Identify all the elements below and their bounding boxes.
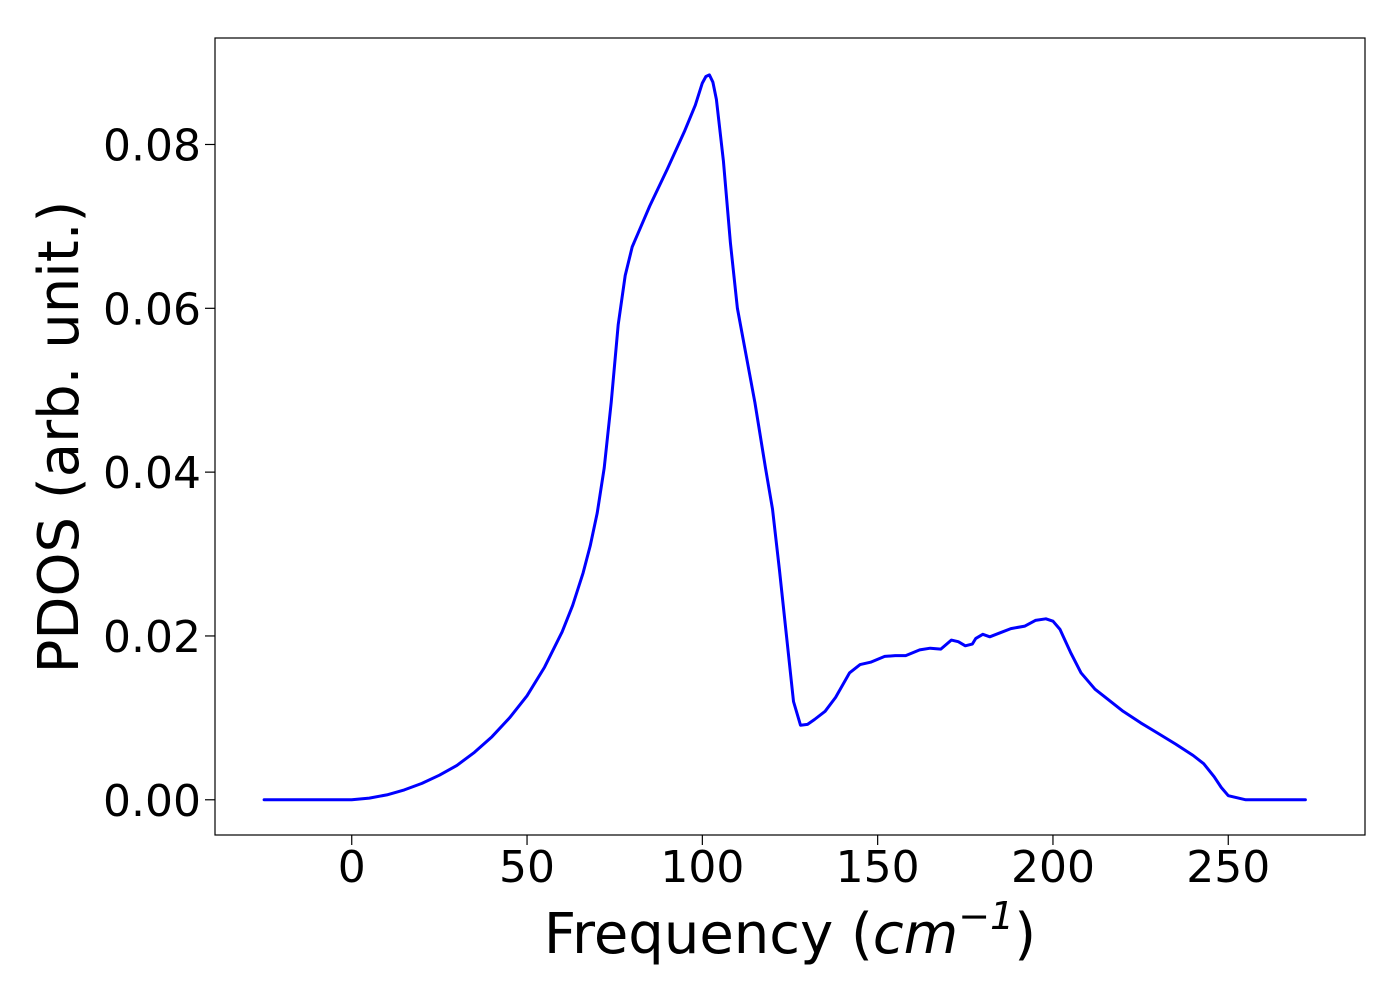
- y-axis-ticks: 0.00 0.02 0.04 0.06 0.08: [103, 120, 215, 827]
- pdos-series-line: [262, 73, 1307, 802]
- x-tick-label: 150: [836, 842, 920, 893]
- x-axis-ticks: 0 50 100 150 200 250: [338, 835, 1270, 893]
- y-tick-label: 0.02: [103, 612, 201, 663]
- x-axis-label-exponent: −1: [958, 894, 1014, 938]
- y-tick-label: 0.00: [103, 776, 201, 827]
- y-tick-label: 0.08: [103, 120, 201, 171]
- x-axis-label-unit: cm: [873, 902, 958, 967]
- y-axis-label: PDOS (arb. unit.): [27, 201, 92, 674]
- x-tick-label: 200: [1011, 842, 1095, 893]
- plot-frame: [214, 37, 1366, 836]
- x-tick-label: 0: [338, 842, 366, 893]
- x-tick-label: 250: [1186, 842, 1270, 893]
- x-tick-label: 50: [499, 842, 555, 893]
- x-axis-label-suffix: ): [1014, 902, 1036, 967]
- y-tick-label: 0.04: [103, 448, 201, 499]
- y-tick-label: 0.06: [103, 284, 201, 335]
- x-axis-label-text: Frequency (: [544, 902, 873, 967]
- x-axis-label: Frequency (cm−1): [544, 894, 1036, 967]
- x-tick-label: 100: [660, 842, 744, 893]
